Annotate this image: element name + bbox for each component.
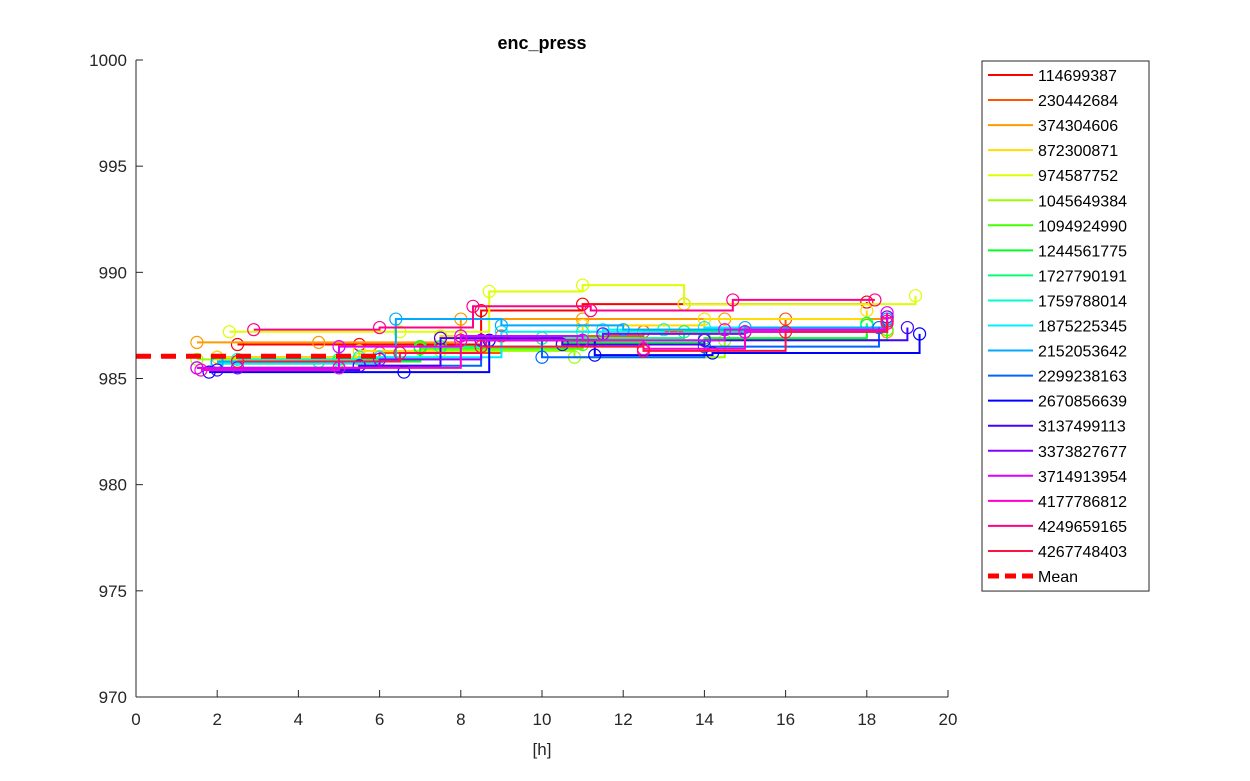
series-line — [229, 284, 917, 333]
data-point — [482, 284, 496, 299]
data-point — [194, 363, 208, 377]
data-point — [474, 303, 488, 318]
chart-title: enc_press — [497, 33, 586, 53]
data-point — [677, 325, 691, 339]
series-line — [237, 321, 889, 363]
y-tick-label: 995 — [99, 157, 127, 176]
legend-label: 1875225345 — [1038, 319, 1127, 336]
legend-label: Mean — [1038, 569, 1078, 586]
legend-label: 4267748403 — [1038, 544, 1127, 561]
data-point — [726, 293, 740, 307]
data-point — [352, 359, 366, 373]
data-point — [373, 352, 387, 366]
data-point — [738, 325, 752, 339]
data-point — [705, 346, 720, 360]
y-tick-label: 970 — [99, 688, 127, 707]
series-line — [217, 318, 889, 363]
data-point — [393, 325, 407, 339]
data-point — [880, 314, 894, 328]
data-point — [575, 297, 590, 311]
legend-label: 2152053642 — [1038, 344, 1127, 361]
legend-label: 2670856639 — [1038, 394, 1127, 411]
y-tick-label: 990 — [99, 263, 127, 282]
data-point — [900, 320, 915, 335]
x-axis-label: [h] — [533, 740, 552, 759]
legend-label: 374304606 — [1038, 118, 1118, 135]
data-point — [466, 299, 480, 313]
series-line — [253, 298, 875, 331]
legend-label: 974587752 — [1038, 168, 1118, 185]
plot-area — [136, 278, 927, 379]
x-tick-label: 14 — [695, 710, 714, 729]
x-tick-label: 2 — [212, 710, 221, 729]
data-point — [393, 346, 407, 360]
data-point — [868, 293, 882, 307]
data-point — [389, 312, 403, 326]
data-point — [880, 306, 894, 320]
data-point — [373, 320, 387, 335]
data-point — [535, 350, 549, 364]
series-line — [209, 333, 921, 374]
data-point — [718, 323, 732, 337]
data-point — [872, 320, 886, 335]
y-tick-label: 980 — [99, 476, 127, 495]
y-tick-label: 985 — [99, 370, 127, 389]
legend-label: 4177786812 — [1038, 494, 1127, 511]
data-point — [247, 323, 261, 337]
axes: 0 2 4 6 8 10 12 14 16 18 20 970 975 980 985 990 995 1000 — [89, 51, 957, 729]
legend-label: 4249659165 — [1038, 519, 1127, 536]
legend-label: 1759788014 — [1038, 293, 1127, 310]
x-tick-label: 0 — [131, 710, 140, 729]
legend-label: 1094924990 — [1038, 218, 1127, 235]
data-point — [778, 325, 793, 339]
data-point — [190, 335, 204, 350]
data-point — [202, 365, 216, 379]
data-point — [312, 335, 326, 350]
x-tick-label: 4 — [294, 710, 303, 729]
x-tick-label: 20 — [939, 710, 958, 729]
legend-label: 3137499113 — [1038, 419, 1126, 436]
data-point — [636, 344, 651, 358]
legend-label: 114699387 — [1038, 68, 1117, 85]
x-tick-label: 6 — [375, 710, 384, 729]
x-tick-label: 16 — [776, 710, 795, 729]
data-point — [230, 337, 245, 352]
legend-label: 3373827677 — [1038, 444, 1127, 461]
data-point — [588, 348, 602, 362]
legend-label: 230442684 — [1038, 93, 1118, 110]
data-point — [474, 340, 488, 354]
legend-label: 1244561775 — [1038, 243, 1127, 260]
legend-label: 872300871 — [1038, 143, 1118, 160]
data-point — [616, 323, 630, 337]
data-point — [555, 337, 569, 352]
legend-label: 1045649384 — [1038, 193, 1127, 210]
x-tick-label: 18 — [857, 710, 876, 729]
data-point — [697, 312, 712, 326]
data-point — [908, 289, 923, 303]
legend-label: 3714913954 — [1038, 469, 1127, 486]
x-tick-label: 12 — [614, 710, 633, 729]
y-tick-label: 1000 — [89, 51, 127, 70]
data-point — [912, 327, 927, 341]
data-point — [584, 303, 598, 318]
data-point — [454, 333, 468, 347]
y-tick-label: 975 — [99, 582, 127, 601]
data-point — [222, 325, 236, 339]
data-point — [433, 331, 448, 345]
data-point — [860, 295, 874, 309]
x-tick-label: 8 — [456, 710, 465, 729]
data-point — [575, 278, 590, 292]
data-point — [494, 318, 508, 333]
legend: 114699387 230442684 374304606 872300871 9745… — [981, 60, 1150, 592]
legend-label: 2299238163 — [1038, 369, 1127, 386]
x-tick-label: 10 — [533, 710, 552, 729]
data-point — [332, 340, 346, 354]
legend-label: 1727790191 — [1038, 268, 1127, 285]
